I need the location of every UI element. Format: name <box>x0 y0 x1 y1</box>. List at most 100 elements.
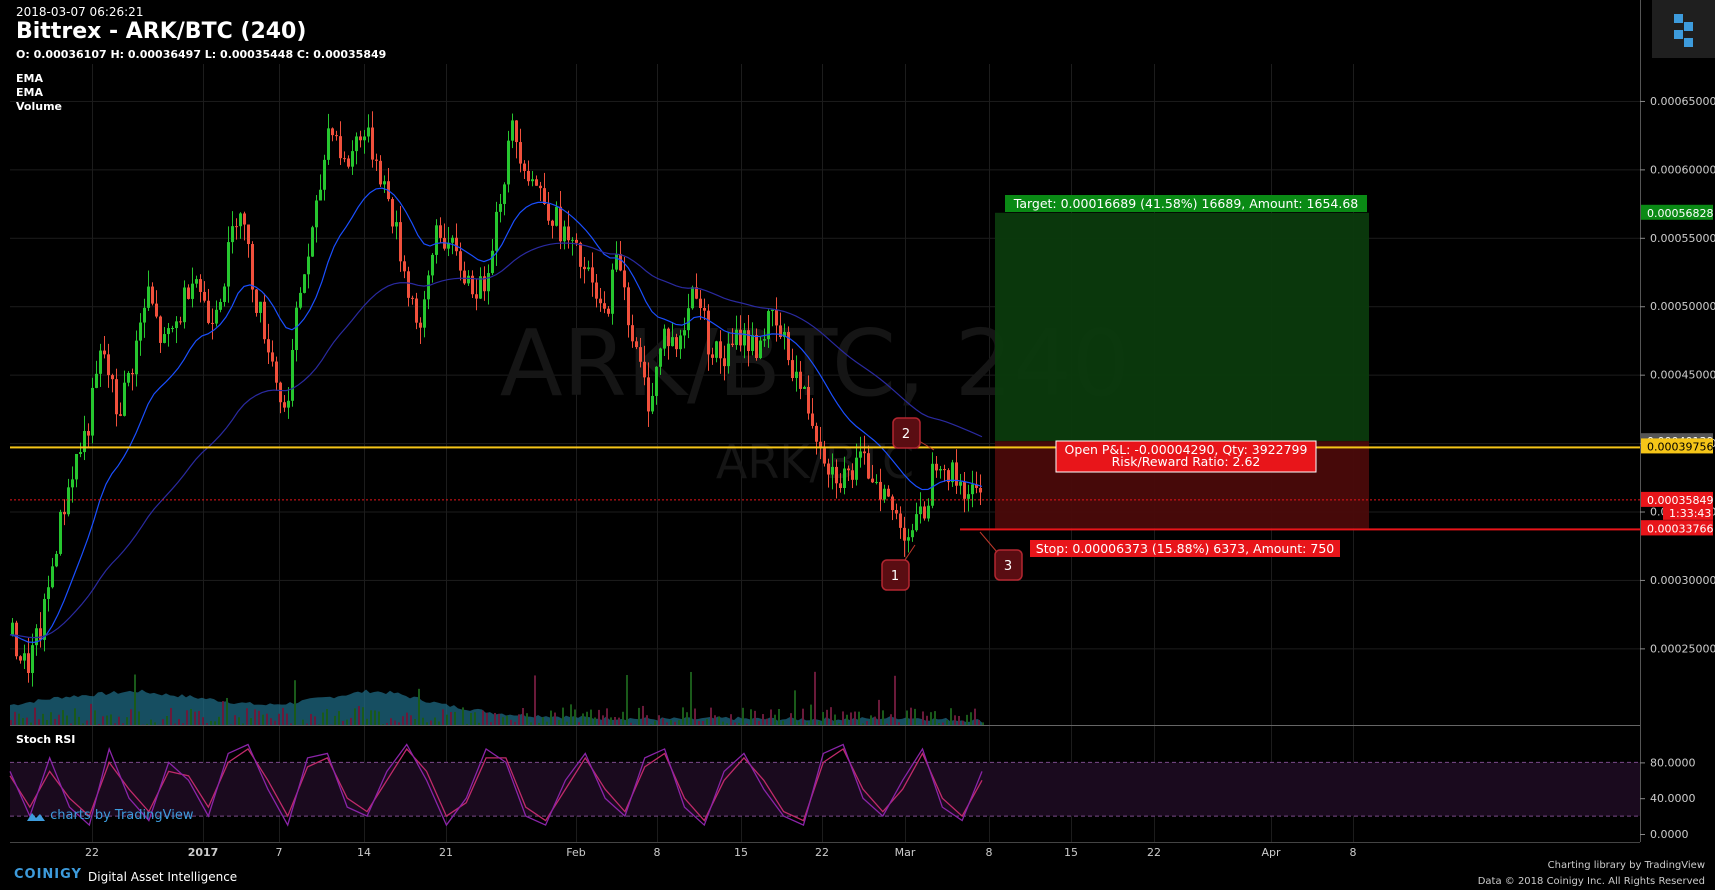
volume-bar <box>226 697 228 725</box>
price-tag-text: 0.00039756 <box>1647 440 1713 453</box>
candle-body <box>423 299 426 328</box>
candle-body <box>311 227 314 257</box>
candle-body <box>831 466 834 475</box>
volume-bar <box>718 716 720 725</box>
candle-body <box>299 292 302 308</box>
candle-body <box>219 301 222 310</box>
candle-body <box>543 188 546 204</box>
candle-body <box>735 329 738 346</box>
candle-body <box>79 452 82 454</box>
grid-vline <box>657 64 658 842</box>
annotation-markers[interactable]: 1 2 3 <box>881 417 1023 591</box>
candle-body <box>411 297 414 299</box>
candle-body <box>963 481 966 499</box>
candle-body <box>855 457 858 480</box>
candle-body <box>303 274 306 293</box>
volume-bar <box>494 712 496 725</box>
volume-bar <box>602 715 604 725</box>
indicator-ema-1[interactable]: EMA <box>16 72 43 85</box>
candle-body <box>323 159 326 190</box>
candle-body <box>459 251 462 271</box>
x-tick-label: 22 <box>85 846 99 859</box>
volume-bar <box>498 713 500 725</box>
candle-body <box>207 300 210 323</box>
ohlc-readout: O: 0.00036107 H: 0.00036497 L: 0.0003544… <box>16 48 387 61</box>
volume-bar <box>202 717 204 725</box>
candle-wick <box>876 474 877 485</box>
stoch-tick-label: 0.0000 <box>1650 828 1689 841</box>
candle-body <box>147 286 150 308</box>
candle-body <box>755 335 758 358</box>
x-tick-label: 8 <box>654 846 661 859</box>
tradingview-watermark[interactable]: charts by TradingView <box>24 808 193 823</box>
volume-bar <box>342 720 344 725</box>
candle-body <box>43 598 46 640</box>
candle-body <box>439 225 442 238</box>
indicator-stoch-rsi[interactable]: Stoch RSI <box>16 733 76 746</box>
candle-body <box>659 348 662 367</box>
volume-bar <box>546 721 548 725</box>
candle-body <box>243 213 246 225</box>
candle-body <box>883 488 886 500</box>
candle-body <box>391 199 394 227</box>
stoch-tick-label: 40.0000 <box>1650 792 1696 805</box>
credits-charting[interactable]: Charting library by TradingView <box>1547 860 1705 871</box>
volume-bar <box>762 714 764 725</box>
volume-bar <box>590 709 592 725</box>
volume-bar <box>922 711 924 725</box>
volume-bar <box>674 721 676 725</box>
indicator-ema-2[interactable]: EMA <box>16 86 43 99</box>
volume-bar <box>406 712 408 725</box>
volume-bar <box>562 707 564 725</box>
y-tick <box>1640 648 1645 650</box>
candle-wick <box>168 323 169 347</box>
volume-bar <box>746 723 748 725</box>
volume-bar <box>898 722 900 725</box>
volume-bar <box>662 718 664 725</box>
chart-title: Bittrex - ARK/BTC (240) <box>16 19 307 44</box>
grid-hline <box>10 306 1640 308</box>
volume-bar <box>906 710 908 725</box>
candle-body <box>227 242 230 287</box>
y-tick-label: 0.00045000 <box>1650 369 1715 382</box>
price-tag-text: 0.00035849 <box>1647 494 1713 507</box>
candle-body <box>747 330 750 351</box>
volume-bar <box>822 712 824 725</box>
candle-body <box>863 451 866 454</box>
candle-body <box>943 469 946 471</box>
candle-wick <box>576 233 577 247</box>
y-tick <box>1640 306 1645 308</box>
candle-wick <box>532 170 533 187</box>
price-axis-border <box>1640 0 1641 842</box>
x-tick-label: 7 <box>276 846 283 859</box>
candle-wick <box>176 316 177 344</box>
coinigy-brand: COINIGY <box>14 867 82 882</box>
volume-bar <box>974 708 976 725</box>
candle-body <box>535 179 538 186</box>
volume-bar <box>106 715 108 725</box>
candle-body <box>63 511 66 515</box>
volume-area <box>10 689 982 725</box>
candle-body <box>239 213 242 227</box>
volume-bar <box>510 719 512 725</box>
candle-wick <box>88 423 89 449</box>
volume-bar <box>770 709 772 725</box>
volume-bar <box>486 712 488 725</box>
position-tool[interactable] <box>995 212 1369 529</box>
volume-bar <box>222 701 224 725</box>
candle-body <box>719 341 722 359</box>
volume-bar <box>42 713 44 725</box>
candle-body <box>527 170 530 182</box>
indicator-volume[interactable]: Volume <box>16 100 62 113</box>
candle-body <box>119 414 122 416</box>
marker-badge <box>892 417 921 449</box>
candle-wick <box>132 368 133 391</box>
candle-body <box>671 337 674 347</box>
candle-wick <box>180 316 181 325</box>
candle-body <box>503 184 506 204</box>
coinigy-logo-icon[interactable] <box>1652 0 1715 58</box>
candle-wick <box>552 219 553 239</box>
candle-body <box>223 286 226 302</box>
volume-bar <box>38 719 40 725</box>
